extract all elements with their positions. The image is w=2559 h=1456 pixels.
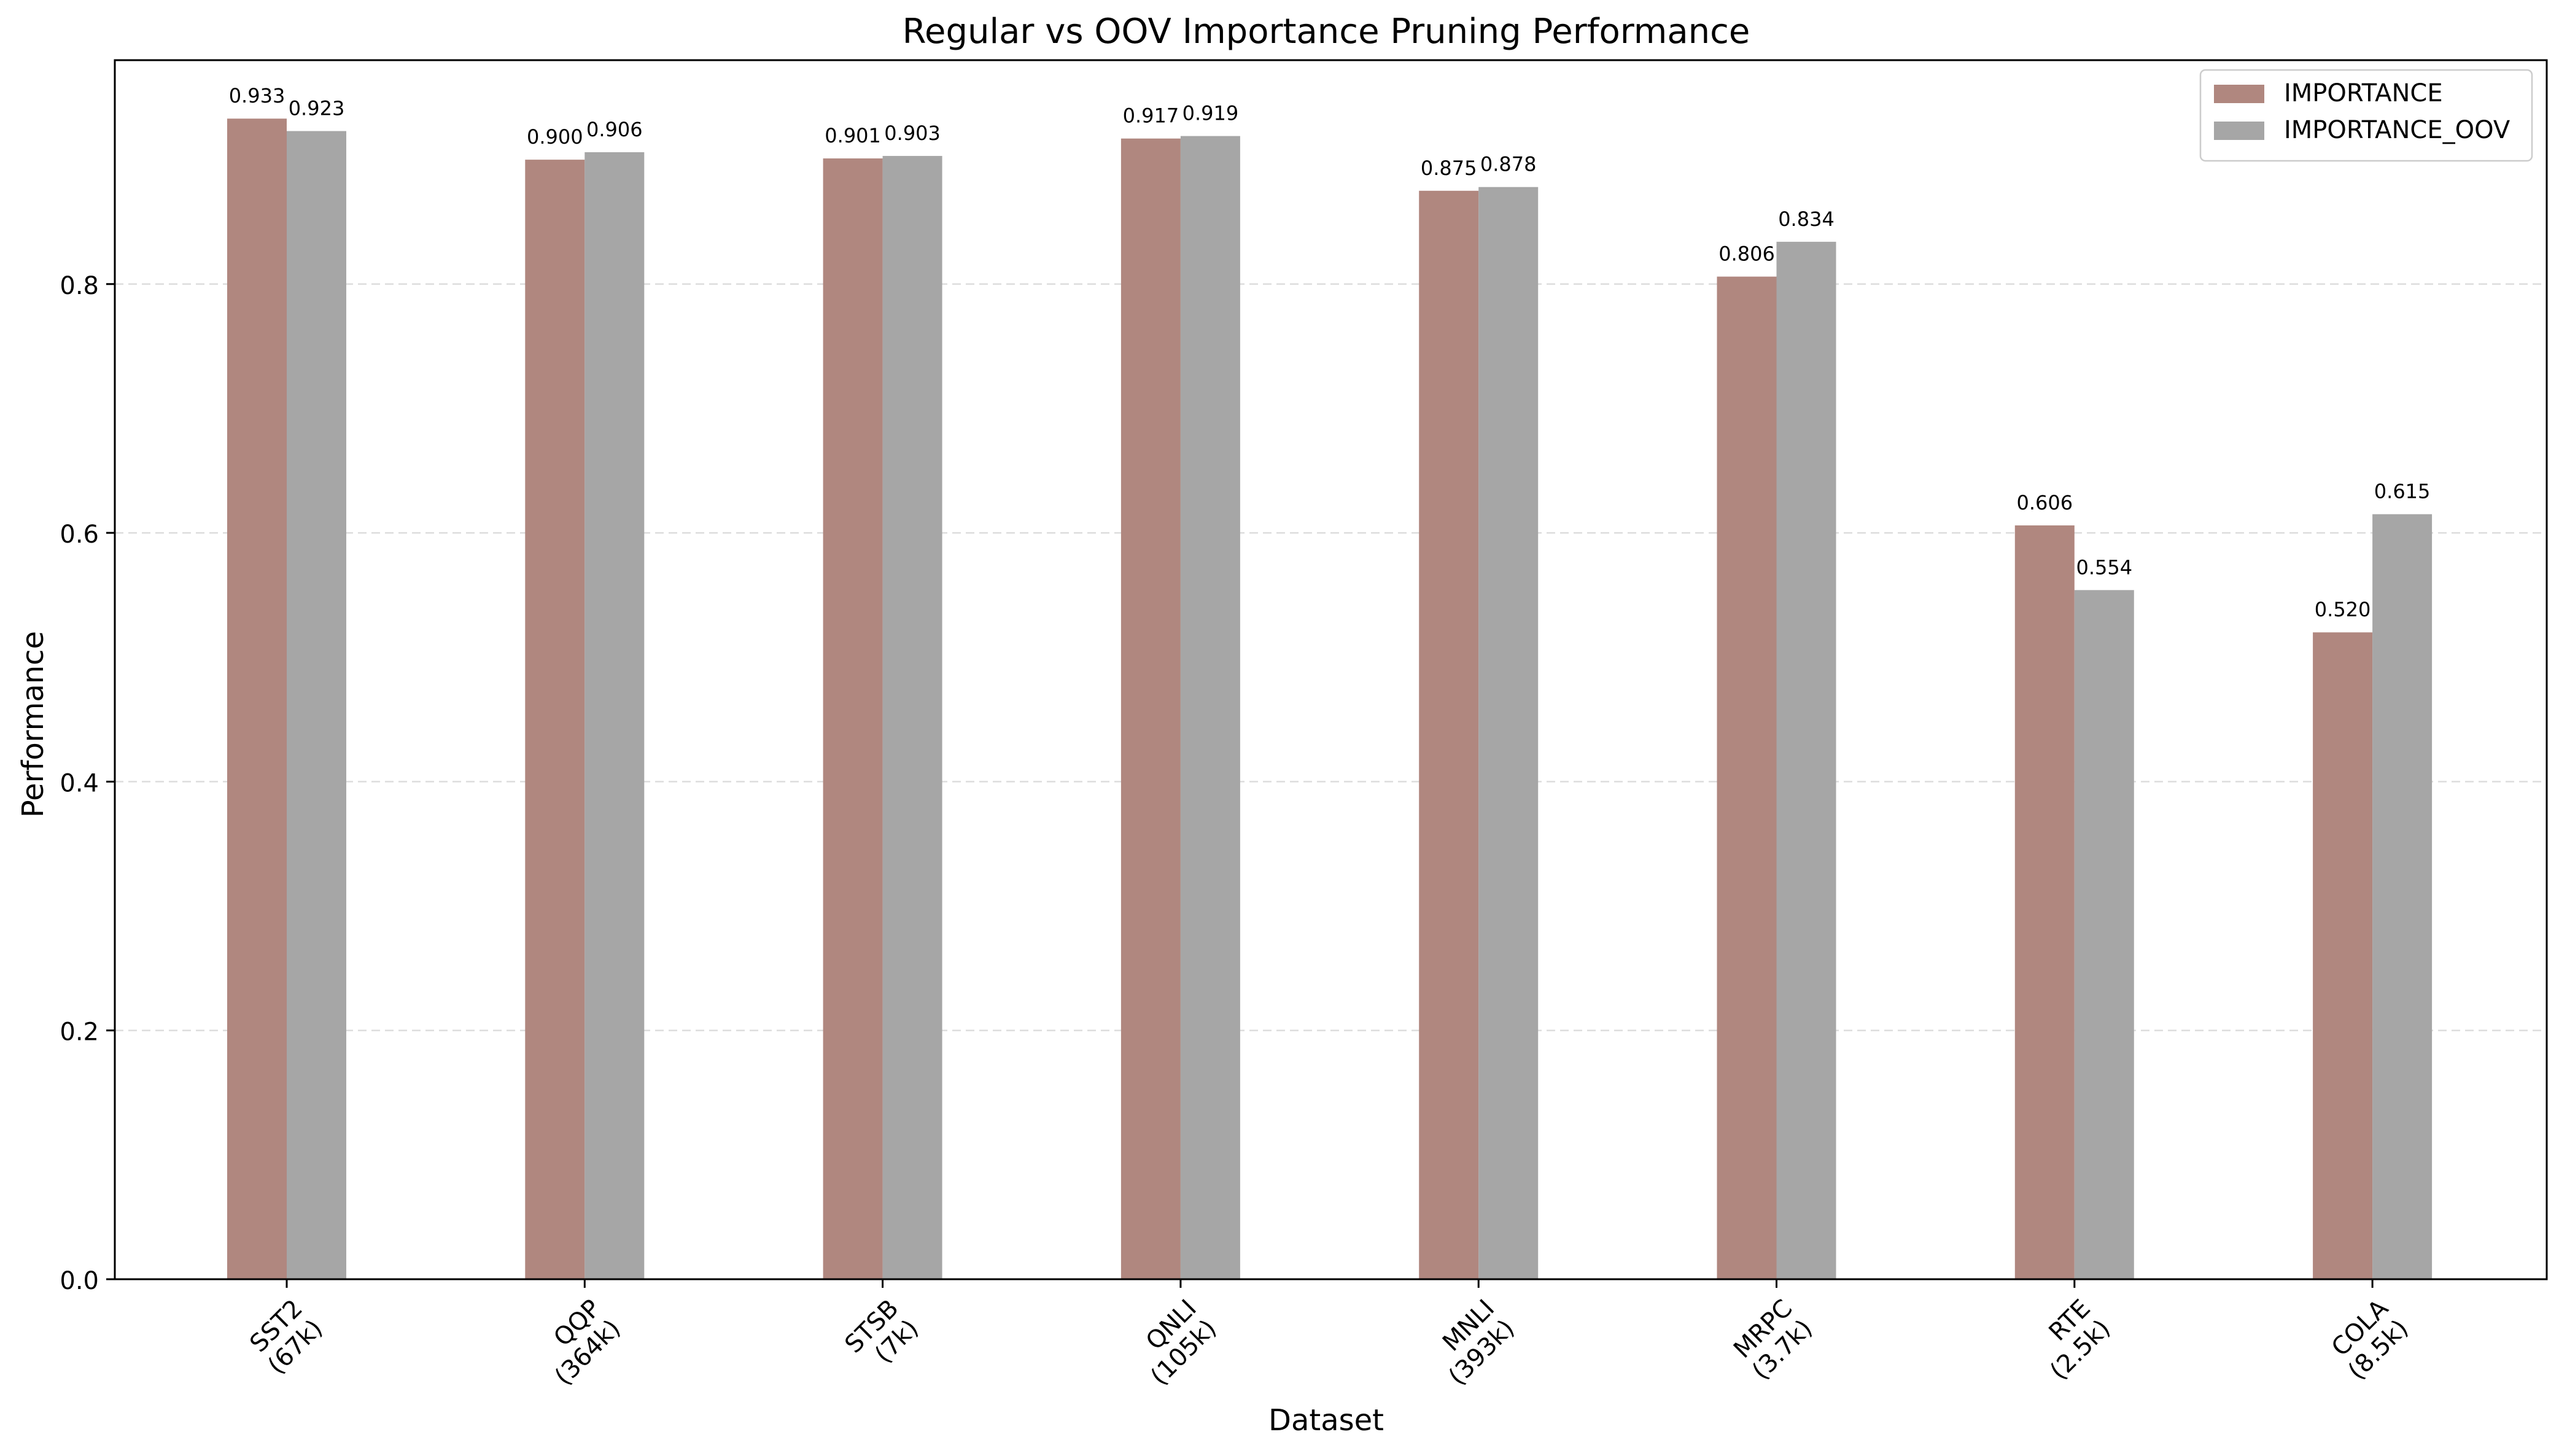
legend-box — [2199, 69, 2533, 162]
x-tick-label: COLA(8.5k) — [2326, 1294, 2414, 1385]
bar-value-label: 0.615 — [2374, 480, 2431, 503]
bar-value-label: 0.901 — [825, 124, 881, 147]
bar-importance — [1120, 138, 1181, 1280]
legend-label: IMPORTANCE_OOV — [2284, 116, 2510, 144]
bar-importance-oov — [2372, 514, 2433, 1280]
y-axis: 0.0 0.2 0.4 0.6 0.8 — [60, 272, 115, 1295]
bar-importance — [1717, 276, 1777, 1279]
legend-swatch — [2214, 122, 2264, 140]
x-tick-label: MNLI(393k) — [1437, 1294, 1520, 1390]
bars — [227, 118, 2433, 1280]
bar-value-label: 0.606 — [2016, 491, 2073, 514]
bar-importance — [2313, 632, 2373, 1279]
bar-importance — [2014, 525, 2075, 1280]
bar-value-label: 0.933 — [229, 84, 285, 107]
y-tick-label: 0.4 — [60, 769, 99, 797]
bar-value-label: 0.834 — [1778, 207, 1835, 231]
bar-value-label: 0.917 — [1123, 104, 1179, 128]
bar-value-label: 0.923 — [289, 97, 345, 120]
bar-importance-oov — [287, 131, 346, 1280]
bar-value-label: 0.919 — [1182, 102, 1239, 125]
bar-importance — [525, 160, 585, 1279]
bar-importance-oov — [1180, 136, 1240, 1279]
bar-importance — [227, 118, 287, 1279]
bar-importance-oov — [2074, 590, 2134, 1280]
bar-value-label: 0.520 — [2315, 598, 2371, 621]
bar-value-label: 0.900 — [527, 125, 583, 149]
x-axis: SST2(67k) QQP(364k) STSB(7k) QNLI(105k) MNLI… — [244, 1279, 2414, 1391]
y-axis-label: Performance — [16, 631, 50, 818]
x-tick-label: MRPC(3.7k) — [1728, 1294, 1818, 1385]
x-axis-label: Dataset — [1268, 1403, 1384, 1438]
x-tick-label: QQP(364k) — [548, 1294, 626, 1390]
bar-importance-oov — [882, 156, 942, 1280]
bar-importance — [1419, 190, 1479, 1280]
bar-value-label: 0.878 — [1480, 153, 1537, 176]
bar-importance-oov — [1776, 241, 1836, 1279]
bar-value-label: 0.875 — [1421, 157, 1477, 180]
bar-importance-oov — [1478, 187, 1539, 1280]
bar-importance — [823, 158, 883, 1279]
bar-importance-oov — [584, 152, 645, 1280]
x-tick-label: QNLI(105k) — [1141, 1294, 1222, 1390]
legend-swatch — [2214, 85, 2264, 103]
x-tick-label: SST2(67k) — [244, 1294, 328, 1379]
bar-value-label: 0.903 — [884, 122, 941, 145]
y-tick-label: 0.0 — [60, 1267, 99, 1295]
chart-title: Regular vs OOV Importance Pruning Perfor… — [903, 12, 1750, 52]
bar-value-label: 0.806 — [1718, 242, 1775, 266]
legend: IMPORTANCE IMPORTANCE_OOV — [2199, 69, 2533, 162]
x-tick-label: STSB(7k) — [839, 1294, 924, 1369]
grid-lines — [115, 283, 2547, 1031]
legend-label: IMPORTANCE — [2284, 79, 2443, 107]
bar-value-label: 0.906 — [586, 118, 643, 141]
y-tick-label: 0.8 — [60, 272, 99, 300]
y-tick-label: 0.6 — [60, 521, 99, 549]
y-tick-label: 0.2 — [60, 1018, 99, 1047]
plot-frame — [114, 59, 2548, 1280]
bar-value-label: 0.554 — [2076, 556, 2132, 579]
x-tick-label: RTE(2.5k) — [2043, 1294, 2116, 1385]
